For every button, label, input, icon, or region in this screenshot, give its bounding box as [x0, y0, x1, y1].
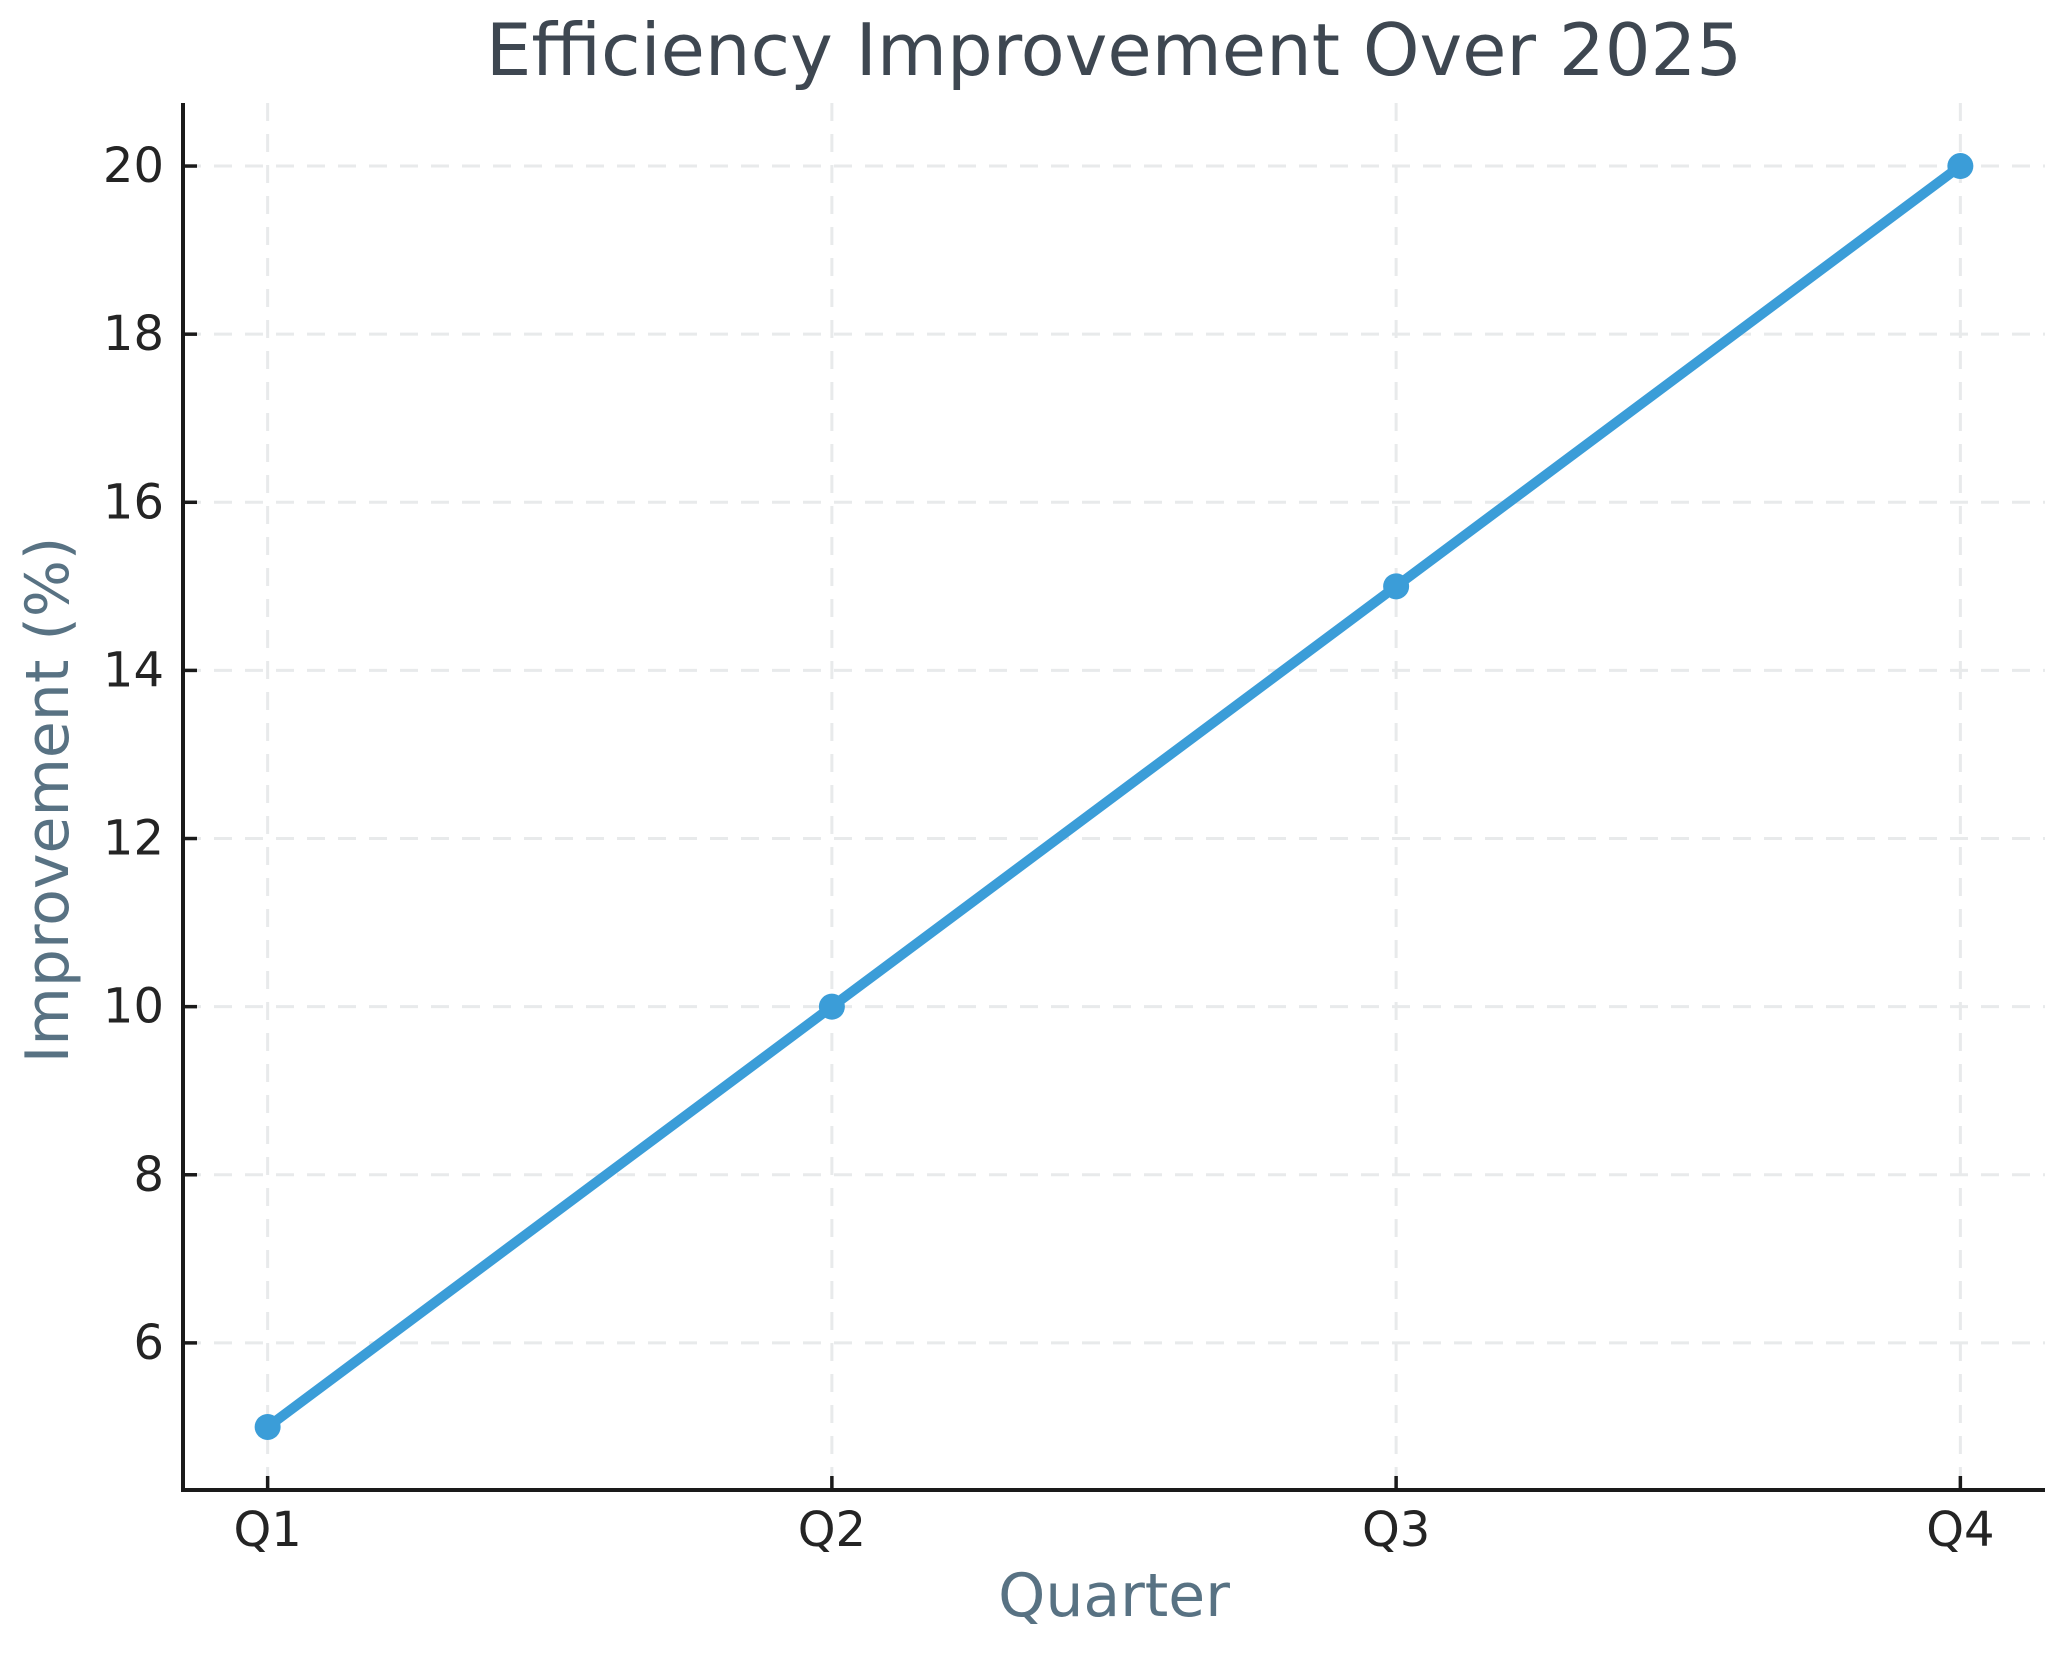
y-axis-label: Improvement (%)	[13, 536, 83, 1064]
y-tick-label: 16	[103, 474, 164, 530]
chart-title: Efficiency Improvement Over 2025	[485, 8, 1743, 92]
y-tick-label: 20	[103, 138, 164, 194]
x-tick-label: Q3	[1362, 1502, 1430, 1558]
y-tick-label: 12	[103, 811, 164, 867]
series-line	[262, 161, 1966, 1432]
y-tick-label: 14	[103, 642, 164, 698]
data-point-marker	[818, 993, 845, 1020]
y-tick-label: 8	[133, 1147, 164, 1203]
y-tick-label: 18	[103, 306, 164, 362]
x-axis-label: Quarter	[998, 1561, 1230, 1631]
x-tick-label: Q4	[1926, 1502, 1994, 1558]
data-point-marker	[1947, 153, 1974, 180]
y-tick-label: 6	[133, 1315, 164, 1371]
y-tick-label: 10	[103, 979, 164, 1035]
x-tick-label: Q2	[798, 1502, 866, 1558]
x-tick-label: Q1	[233, 1502, 301, 1558]
data-point-marker	[254, 1413, 281, 1440]
data-point-marker	[1383, 573, 1410, 600]
